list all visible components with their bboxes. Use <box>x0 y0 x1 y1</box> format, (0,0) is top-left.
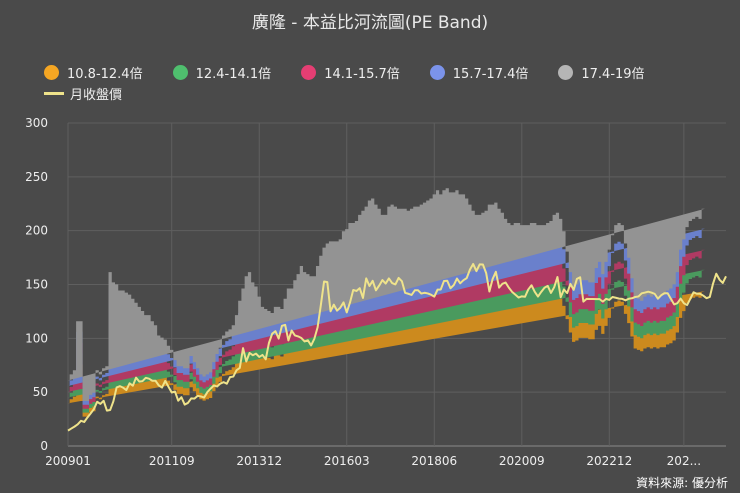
price-line-layer <box>67 262 727 432</box>
pe-bands <box>68 188 705 417</box>
x-tick-label: 202009 <box>499 454 545 468</box>
legend-dot-band-5 <box>558 65 574 80</box>
legend-dot-band-1 <box>44 65 59 80</box>
legend-dot-band-3 <box>301 65 317 80</box>
legend-item-price[interactable]: 月收盤價 <box>44 84 122 103</box>
legend-item-band-3[interactable]: 14.1-15.7倍 <box>301 63 400 82</box>
source-note: 資料來源: 優分析 <box>636 476 728 490</box>
legend-label-band-1: 10.8-12.4倍 <box>67 67 143 82</box>
y-tick-label: 250 <box>25 170 48 184</box>
pe-band-1 <box>68 277 705 417</box>
legend-item-band-1[interactable]: 10.8-12.4倍 <box>44 63 143 82</box>
y-tick-label: 0 <box>40 439 48 453</box>
legend-dot-band-2 <box>172 65 188 80</box>
x-tick-label: 202212 <box>586 454 632 468</box>
legend-dot-band-4 <box>429 65 445 80</box>
pe-band-4 <box>68 209 705 405</box>
y-tick-label: 150 <box>25 278 48 292</box>
legend-item-band-4[interactable]: 15.7-17.4倍 <box>429 63 529 82</box>
x-tick-label: 201806 <box>411 454 457 468</box>
y-tick-label: 100 <box>25 331 48 345</box>
x-tick-label: 202... <box>667 454 701 468</box>
x-tick-label: 201312 <box>236 454 282 468</box>
y-tick-label: 50 <box>33 385 48 399</box>
x-tick-label: 201109 <box>149 454 195 468</box>
legend-label-price: 月收盤價 <box>70 88 123 103</box>
y-tick-label: 200 <box>25 224 48 238</box>
legend-row-line: 月收盤價 <box>44 83 724 104</box>
y-axis: 0 50 100 150 200 250 300 <box>25 116 48 453</box>
legend: 10.8-12.4倍 12.4-14.1倍 14.1-15.7倍 15.7-17… <box>44 62 724 104</box>
price-line <box>67 262 727 432</box>
legend-label-band-2: 12.4-14.1倍 <box>195 67 272 82</box>
pe-band-2 <box>68 254 705 413</box>
legend-label-band-4: 15.7-17.4倍 <box>452 67 529 82</box>
pe-band-5 <box>68 188 705 401</box>
x-tick-label: 201603 <box>324 454 370 468</box>
legend-label-band-3: 14.1-15.7倍 <box>324 67 400 82</box>
legend-row-bands: 10.8-12.4倍 12.4-14.1倍 14.1-15.7倍 15.7-17… <box>44 62 724 83</box>
legend-swatch-price <box>44 92 64 95</box>
legend-item-band-2[interactable]: 12.4-14.1倍 <box>172 63 272 82</box>
x-tick-label: 200901 <box>45 454 91 468</box>
legend-label-band-5: 17.4-19倍 <box>581 67 645 82</box>
chart-title: 廣隆 - 本益比河流圖(PE Band) <box>251 13 489 33</box>
legend-item-band-5[interactable]: 17.4-19倍 <box>558 63 645 82</box>
pe-band-3 <box>68 233 705 409</box>
y-tick-label: 300 <box>25 116 48 130</box>
x-axis: 200901 201109 201312 201603 201806 202009 2022… <box>45 454 701 468</box>
